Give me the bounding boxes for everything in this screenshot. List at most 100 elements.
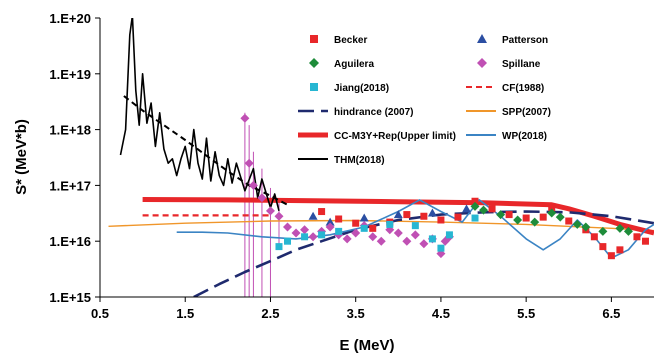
- series-line-hindrance-2007-: [193, 210, 654, 297]
- point-becker: [522, 214, 530, 222]
- x-tick-label: 5.5: [517, 306, 535, 321]
- point-aguilera: [615, 223, 625, 233]
- point-jiang-2018-: [284, 237, 292, 245]
- x-tick-label: 0.5: [91, 306, 109, 321]
- legend-item: Spillane: [477, 58, 541, 70]
- point-becker: [454, 213, 462, 221]
- point-becker: [548, 204, 556, 212]
- point-patterson: [427, 208, 437, 217]
- point-spillane: [291, 228, 301, 238]
- series-line-thm-2018-: [119, 18, 280, 211]
- series-line-cc-m3y-rep-upper-limit-: [142, 197, 654, 236]
- point-becker: [505, 211, 513, 219]
- series-layer: [108, 18, 654, 297]
- x-tick-label: 3.5: [347, 306, 365, 321]
- point-aguilera: [547, 208, 557, 218]
- point-spillane: [368, 232, 378, 242]
- point-aguilera: [470, 201, 480, 211]
- point-becker: [352, 219, 360, 227]
- point-aguilera: [623, 226, 633, 236]
- point-spillane: [257, 193, 267, 203]
- point-becker: [318, 208, 326, 216]
- point-spillane: [300, 225, 310, 235]
- y-tick-label: 1.E+19: [49, 67, 91, 82]
- axes-layer: 0.5 1.5 2.5 3.5 4.5 5.5 6.5 1.E+15 1.E+16 1.E+17 1…: [49, 11, 654, 321]
- point-spillane: [265, 206, 275, 216]
- legend-item: Aguilera: [309, 58, 374, 70]
- point-jiang-2018-: [301, 233, 309, 241]
- legend-marker-square: [310, 35, 318, 43]
- legend-item: CF(1988): [466, 83, 544, 94]
- point-jiang-2018-: [445, 231, 453, 239]
- legend-item: SPP(2007): [466, 107, 551, 118]
- legend-marker-diamond: [309, 58, 319, 68]
- legend-label: CF(1988): [502, 83, 544, 94]
- point-becker: [335, 215, 343, 223]
- point-becker: [641, 237, 649, 245]
- point-spillane: [244, 158, 254, 168]
- legend-label: Jiang(2018): [334, 83, 389, 94]
- point-jiang-2018-: [360, 224, 368, 232]
- point-spillane: [325, 222, 335, 232]
- point-spillane: [308, 232, 318, 242]
- point-aguilera: [572, 219, 582, 229]
- point-aguilera: [496, 210, 506, 220]
- y-axis-label: S* (MeV*b): [13, 119, 30, 195]
- point-jiang-2018-: [411, 222, 419, 230]
- point-becker: [488, 205, 496, 213]
- point-patterson: [325, 217, 335, 226]
- y-tick-label: 1.E+18: [49, 123, 91, 138]
- point-becker: [471, 197, 479, 205]
- legend-item: Patterson: [477, 34, 548, 46]
- point-becker: [437, 216, 445, 224]
- legend-marker-square: [310, 83, 318, 91]
- point-becker: [616, 246, 624, 254]
- point-becker: [539, 213, 547, 221]
- point-becker: [403, 211, 411, 219]
- point-patterson: [393, 210, 403, 219]
- point-spillane: [410, 230, 420, 240]
- point-patterson: [359, 213, 369, 222]
- point-spillane: [393, 228, 403, 238]
- point-aguilera: [513, 215, 523, 225]
- point-becker: [590, 233, 598, 241]
- point-becker: [369, 224, 377, 232]
- point-spillane: [376, 236, 386, 246]
- point-spillane: [351, 228, 361, 238]
- legend-label: THM(2018): [334, 155, 385, 166]
- x-tick-label: 1.5: [176, 306, 194, 321]
- point-aguilera: [479, 205, 489, 215]
- legend-label: Aguilera: [334, 59, 374, 70]
- point-patterson: [308, 211, 318, 220]
- legend-marker-triangle: [477, 34, 487, 43]
- point-spillane: [283, 222, 293, 232]
- point-jiang-2018-: [335, 227, 343, 235]
- point-patterson: [461, 204, 471, 213]
- legend-label: hindrance (2007): [334, 107, 413, 118]
- x-axis-label: E (MeV): [339, 337, 394, 354]
- legend-label: Spillane: [502, 59, 541, 70]
- point-becker: [420, 212, 428, 220]
- x-tick-label: 6.5: [602, 306, 620, 321]
- legend: Becker Patterson Aguilera Spillane Jiang(201…: [298, 34, 551, 166]
- point-becker: [599, 243, 607, 251]
- point-becker: [607, 252, 615, 260]
- point-spillane: [274, 211, 284, 221]
- legend-item: Jiang(2018): [310, 83, 389, 94]
- point-jiang-2018-: [428, 235, 436, 243]
- point-aguilera: [530, 217, 540, 227]
- point-jiang-2018-: [471, 214, 479, 222]
- legend-label: Patterson: [502, 35, 548, 46]
- x-tick-label: 2.5: [261, 306, 279, 321]
- point-jiang-2018-: [318, 231, 326, 239]
- legend-marker-diamond: [477, 58, 487, 68]
- point-spillane: [342, 234, 352, 244]
- point-aguilera: [555, 212, 565, 222]
- point-spillane: [240, 113, 250, 123]
- y-tick-label: 1.E+17: [49, 178, 91, 193]
- legend-label: CC-M3Y+Rep(Upper limit): [334, 131, 456, 142]
- y-tick-label: 1.E+20: [49, 11, 91, 26]
- legend-label: WP(2018): [502, 131, 547, 142]
- point-jiang-2018-: [275, 243, 283, 251]
